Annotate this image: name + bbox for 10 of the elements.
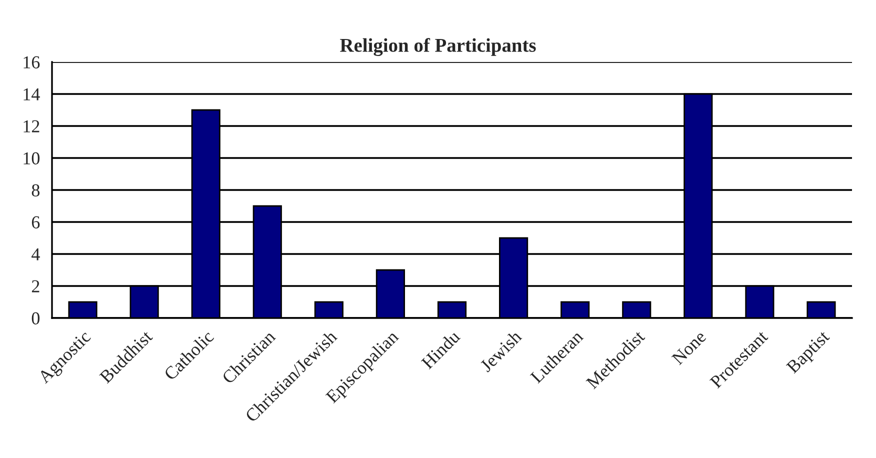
y-tick-label: 2 xyxy=(32,280,40,292)
y-tick-label: 14 xyxy=(24,88,40,100)
y-tick-label: 8 xyxy=(32,184,40,196)
y-tick-label: 6 xyxy=(32,216,40,228)
chart-title: Religion of Participants xyxy=(340,38,536,56)
y-tick-label: 16 xyxy=(24,56,40,68)
y-tick-label: 0 xyxy=(32,312,40,324)
y-tick-label: 4 xyxy=(32,248,40,260)
y-tick-label: 12 xyxy=(24,120,40,132)
y-tick-label: 10 xyxy=(24,152,40,164)
